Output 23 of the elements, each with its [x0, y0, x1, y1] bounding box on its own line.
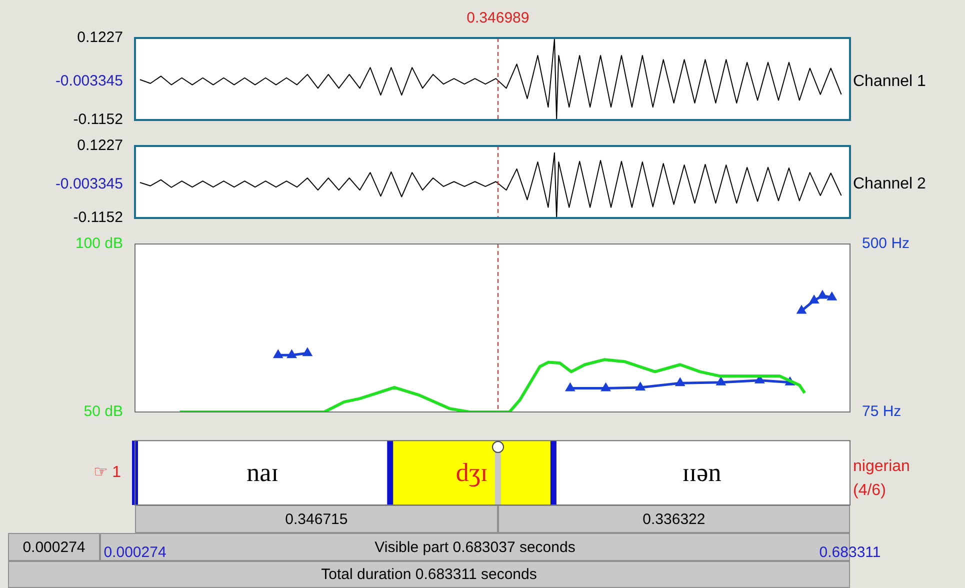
- text: Visible part 0.683037 seconds: [374, 538, 576, 556]
- y-tick-label: 0.1227: [77, 137, 123, 154]
- ref-line-label: 0.346989: [466, 10, 530, 27]
- series-label: Channel 2: [853, 176, 926, 193]
- y2-tick-label: 500 Hz: [862, 235, 910, 252]
- y-tick-label: ☞ 1: [94, 464, 122, 482]
- y-tick-label: -0.1152: [73, 111, 123, 128]
- y-tick-label: -0.003345: [55, 72, 123, 90]
- text: 0.336322: [498, 505, 850, 533]
- y-tick-label: 0.1227: [77, 29, 123, 46]
- annotation: naɪ: [246, 458, 278, 488]
- annotation: dʒɪ: [456, 458, 488, 488]
- x-tick-label: 0.683311: [819, 544, 881, 562]
- y-tick-label: -0.003345: [55, 175, 123, 192]
- y-tick-label: 50 dB: [84, 403, 123, 420]
- y-tick-label: -0.1152: [73, 209, 123, 226]
- text: 0.346715: [135, 505, 498, 533]
- y-tick-label: 100 dB: [75, 235, 123, 252]
- series-label: Channel 1: [853, 72, 926, 90]
- y2-tick-label: 75 Hz: [862, 403, 902, 420]
- annotation: ɪɪən: [682, 458, 722, 488]
- text: Total duration 0.683311 seconds: [8, 561, 850, 588]
- y2-axis-title: nigerian (4/6): [853, 458, 910, 500]
